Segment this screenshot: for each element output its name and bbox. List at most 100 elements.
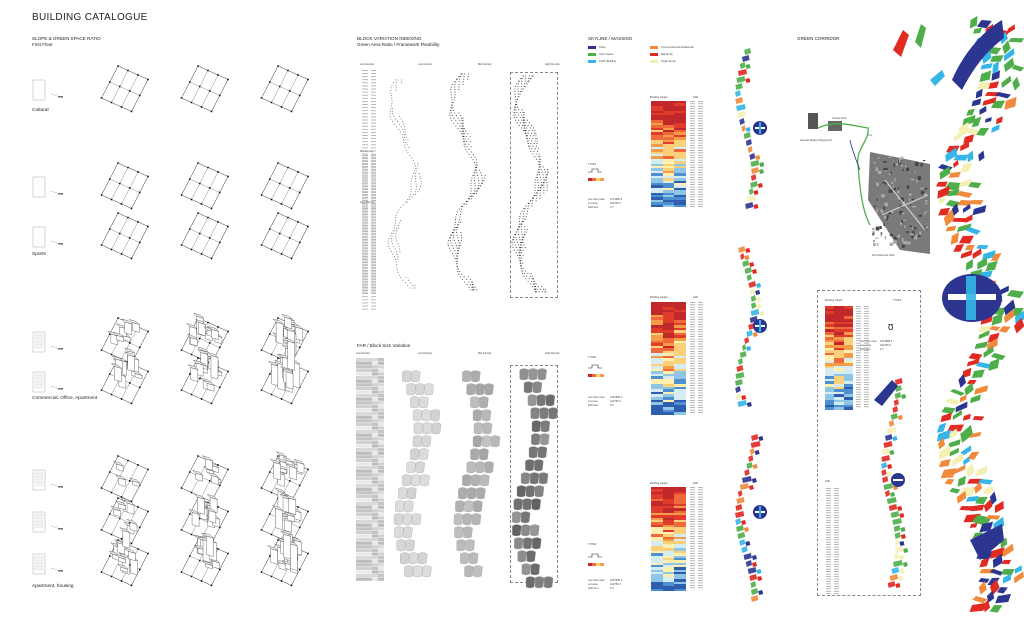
- heatmap-cell: [662, 202, 675, 205]
- heatmap-cell: [674, 168, 686, 171]
- heatmap-cell: [662, 494, 675, 497]
- heatmap-cell: [834, 357, 844, 361]
- heatmap-cell: [651, 399, 663, 403]
- heatmap-cell: [674, 503, 686, 506]
- heatmap-cell: [651, 494, 663, 497]
- heatmap-cell: [674, 496, 686, 499]
- heatmap-cell: [674, 555, 686, 558]
- heatmap-cell: [674, 199, 686, 203]
- heatmap-cell: [651, 146, 663, 150]
- heatmap-cell: [674, 122, 686, 126]
- heatmap-cell: [662, 581, 675, 584]
- heatmap-cell: [674, 386, 686, 390]
- heatmap-cell: [825, 324, 835, 327]
- heatmap-cell: [662, 510, 675, 513]
- heatmap-cell: [674, 572, 686, 575]
- heatmap-cell: [662, 327, 675, 331]
- heatmap-cell: [674, 409, 686, 413]
- green-corridor-diagrams: Ʊ: [808, 15, 1024, 613]
- heatmap-cell: [651, 345, 663, 349]
- heatmap-cell: [662, 146, 675, 150]
- heatmap-cell: [651, 412, 663, 415]
- slope-diagrams: [32, 65, 309, 587]
- heatmap-cell: [674, 546, 686, 549]
- panel3-stats: sum floor area 2267836.1 Lot area 422750.3…: [588, 579, 623, 590]
- heatmap-cell: [651, 536, 663, 539]
- legend-item-single-family: Single family: [650, 58, 718, 65]
- heatmap-cell: [825, 326, 835, 330]
- heatmap-cell: [651, 199, 663, 203]
- heatmap-cell: [651, 337, 663, 341]
- panel1-heatmap: [651, 101, 686, 207]
- block-col-label-high: High Density: [545, 63, 560, 66]
- heatmap-cell: [662, 583, 675, 587]
- heatmap-cell: [674, 173, 686, 176]
- heatmap-cell: [674, 358, 686, 362]
- block-heading: BLOCK VARIATION INDEXING Green Area Rati…: [357, 36, 439, 48]
- heatmap-cell: [674, 560, 686, 563]
- heatmap-cell: [674, 137, 686, 140]
- heatmap-cell: [651, 538, 663, 542]
- heatmap-cell: [651, 156, 663, 159]
- heatmap-cell: [662, 491, 675, 495]
- heatmap-cell: [674, 335, 686, 338]
- panel1-col2: FAR: [693, 96, 699, 99]
- heatmap-cell: [662, 322, 675, 326]
- heatmap-cell: [843, 357, 853, 361]
- heatmap-cell: [651, 522, 663, 525]
- heatmap-cell: [662, 302, 675, 305]
- heatmap-cell: [674, 524, 686, 528]
- heatmap-cell: [651, 139, 663, 142]
- panel1-col1: Building Height: [650, 96, 668, 99]
- panel3-heatmap: [651, 487, 686, 591]
- heatmap-cell: [651, 307, 663, 310]
- heatmap-cell: [674, 154, 686, 157]
- heatmap-cell: [674, 541, 686, 544]
- heatmap-cell: [662, 524, 675, 528]
- heatmap-cell: [674, 322, 686, 326]
- heatmap-cell: [674, 562, 686, 565]
- heatmap-cell: [651, 381, 663, 385]
- heatmap-cell: [825, 373, 835, 377]
- heatmap-cell: [651, 510, 663, 513]
- page-title: BUILDING CATALOGUE: [32, 12, 148, 23]
- heatmap-cell: [825, 368, 835, 371]
- heatmap-cell: [834, 404, 844, 408]
- heatmap-cell: [651, 546, 663, 549]
- green-heading: GREEN CORRIDOR: [797, 36, 840, 41]
- heatmap-cell: [825, 357, 835, 361]
- heatmap-cell: [834, 342, 844, 345]
- heatmap-cell: [825, 311, 835, 314]
- heatmap-cell: [651, 489, 663, 492]
- heatmap-cell: [662, 304, 675, 308]
- heatmap-cell: [674, 586, 686, 589]
- heatmap-cell: [662, 574, 675, 577]
- heatmap-cell: [843, 365, 853, 369]
- heatmap-cell: [674, 348, 686, 351]
- heatmap-cell: [651, 407, 663, 410]
- heatmap-cell: [843, 396, 853, 400]
- heatmap-cell: [662, 569, 675, 573]
- heatmap-cell: [662, 404, 675, 408]
- heatmap-cell: [843, 339, 853, 343]
- heatmap-cell: [662, 149, 675, 152]
- far-col-label-high: High Density: [545, 352, 560, 355]
- heatmap-cell: [825, 365, 835, 369]
- heatmap-cell: [825, 376, 835, 379]
- heatmap-cell: [674, 129, 686, 133]
- heatmap-cell: [674, 371, 686, 374]
- heatmap-cell: [674, 139, 686, 142]
- heatmap-cell: [674, 151, 686, 154]
- heatmap-cell: [825, 344, 835, 348]
- heatmap-cell: [651, 368, 663, 372]
- heatmap-cell: [651, 330, 663, 333]
- heatmap-cell: [662, 115, 675, 118]
- heatmap-cell: [825, 355, 835, 358]
- heatmap-cell: [662, 402, 675, 405]
- heatmap-cell: [651, 548, 663, 551]
- heatmap-cell: [662, 520, 675, 523]
- heatmap-cell: [651, 564, 663, 568]
- heatmap-cell: [662, 170, 675, 174]
- heatmap-cell: [662, 166, 675, 169]
- heatmap-cell: [662, 496, 675, 499]
